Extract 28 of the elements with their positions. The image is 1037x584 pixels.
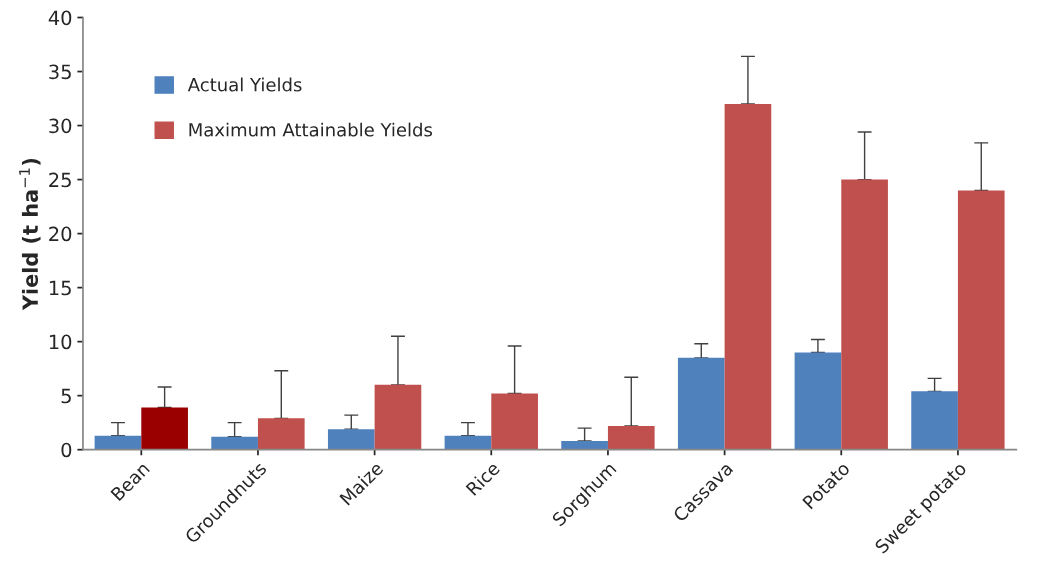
bar [491,393,538,450]
y-axis-title: Yield (t ha$^{−1}$) [19,158,41,311]
bar [607,425,655,450]
bar [327,429,375,450]
bar [724,103,772,450]
y-tick-label: 5 [61,388,71,404]
bar [561,441,608,450]
bar [94,435,142,450]
bar [677,357,725,450]
y-tick-label: 25 [49,172,71,188]
y-tick-label: 0 [61,442,72,458]
bar [444,435,492,450]
bar [957,190,1005,450]
legend-label: Maximum Attainable Yields [189,122,433,137]
bar [841,179,888,450]
bar [794,352,842,450]
bar [374,384,422,450]
bar [141,407,188,450]
bar [911,391,958,450]
y-tick-label: 35 [49,64,71,80]
y-tick-label: 20 [49,226,72,242]
y-tick-label: 40 [48,10,72,26]
legend-label: Actual Yields [187,77,302,92]
bar [257,418,305,450]
bar [211,436,258,450]
y-tick-label: 10 [49,334,72,350]
y-tick-label: 15 [49,280,71,296]
y-tick-label: 30 [49,118,72,134]
